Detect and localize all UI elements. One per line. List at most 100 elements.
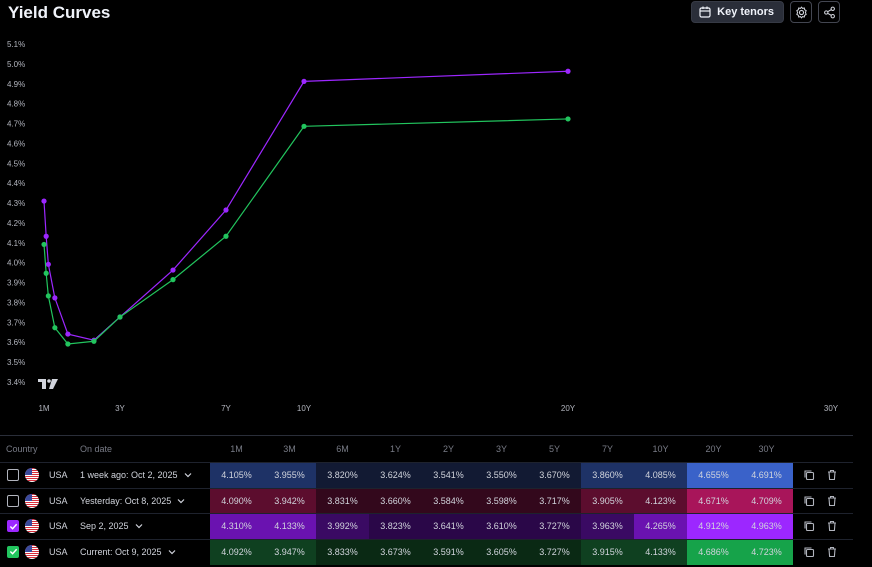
date-label: Sep 2, 2025 (80, 521, 129, 531)
tenor-header: 20Y (705, 444, 722, 454)
yield-cell: 3.673% (369, 539, 422, 565)
table-header: Country On date 1M 3M 6M 1Y 2Y 3Y 5Y 7Y 10Y 20Y 30… (0, 436, 853, 462)
y-tick-label: 4.2% (7, 219, 25, 228)
date-selector[interactable]: 1 week ago: Oct 2, 2025 (80, 470, 192, 480)
copy-icon[interactable] (803, 495, 815, 507)
data-point (301, 123, 307, 129)
tenor-header: 3Y (495, 444, 507, 454)
yield-cell: 3.660% (369, 488, 422, 514)
us-flag-icon (25, 468, 39, 482)
date-selector[interactable]: Sep 2, 2025 (80, 521, 143, 531)
yield-cell: 4.092% (210, 539, 263, 565)
yield-cell: 3.605% (475, 539, 528, 565)
y-tick-label: 3.7% (7, 318, 25, 327)
date-label: 1 week ago: Oct 2, 2025 (80, 470, 178, 480)
tenor-header: 6M (336, 444, 349, 454)
settings-button[interactable] (790, 1, 812, 23)
y-tick-label: 4.6% (7, 139, 25, 148)
tenor-header: 1Y (389, 444, 401, 454)
yield-cell: 3.717% (528, 488, 581, 514)
date-selector[interactable]: Current: Oct 9, 2025 (80, 547, 176, 557)
yield-cell: 3.947% (263, 539, 316, 565)
yield-cell: 3.955% (263, 463, 316, 488)
yield-cell: 4.133% (634, 539, 687, 565)
data-point (117, 314, 123, 320)
data-point (43, 233, 49, 239)
tenor-header: 30Y (758, 444, 775, 454)
copy-icon[interactable] (803, 469, 815, 481)
tenor-header: 7Y (601, 444, 613, 454)
page-title: Yield Curves (8, 3, 111, 22)
yield-cell: 3.670% (528, 463, 581, 488)
tenor-header: 3M (283, 444, 296, 454)
table-row: USA Current: Oct 9, 2025 4.092% 3.947% 3.833… (0, 538, 853, 565)
x-tick-label: 1M (38, 404, 49, 413)
data-point (65, 331, 71, 337)
row-checkbox[interactable] (7, 494, 19, 507)
trash-icon[interactable] (826, 495, 838, 507)
country-name: USA (49, 521, 68, 531)
table-body: USA 1 week ago: Oct 2, 2025 4.105% 3.955% 3.… (0, 462, 853, 565)
trash-icon[interactable] (826, 546, 838, 558)
yield-cell: 3.541% (422, 463, 475, 488)
yield-cell: 4.090% (210, 488, 263, 514)
yield-cell: 4.963% (740, 514, 793, 539)
x-tick-label: 20Y (561, 404, 576, 413)
row-checkbox[interactable] (7, 520, 19, 532)
y-tick-label: 4.4% (7, 179, 25, 188)
check-icon (9, 523, 17, 530)
data-point (45, 293, 51, 299)
series-layer (41, 68, 571, 347)
trash-icon[interactable] (826, 520, 838, 532)
data-point (43, 270, 49, 276)
data-point (565, 116, 571, 122)
y-tick-label: 3.6% (7, 338, 25, 347)
data-point (41, 198, 47, 204)
row-checkbox[interactable] (7, 545, 19, 558)
yield-cell: 3.591% (422, 539, 475, 565)
date-selector[interactable]: Yesterday: Oct 8, 2025 (80, 496, 185, 506)
tenor-header: 1M (230, 444, 243, 454)
y-tick-label: 3.8% (7, 298, 25, 307)
tradingview-logo (38, 379, 58, 389)
gear-icon (795, 5, 807, 19)
x-tick-label: 7Y (221, 404, 231, 413)
yield-cell: 3.833% (316, 539, 369, 565)
data-point (91, 338, 97, 344)
yield-cell: 4.085% (634, 463, 687, 488)
yield-cell: 4.709% (740, 488, 793, 514)
yield-cell: 3.915% (581, 539, 634, 565)
copy-icon[interactable] (803, 546, 815, 558)
key-tenors-label: Key tenors (717, 6, 774, 18)
y-tick-label: 3.9% (7, 279, 25, 288)
x-tick-label: 10Y (297, 404, 312, 413)
data-point (301, 78, 307, 84)
y-tick-label: 4.0% (7, 259, 25, 268)
data-point (45, 261, 51, 267)
y-tick-label: 3.5% (7, 358, 25, 367)
yield-cell: 3.641% (422, 514, 475, 539)
data-point (223, 233, 229, 239)
yield-cell: 4.671% (687, 488, 740, 514)
chevron-down-icon (168, 549, 175, 554)
y-axis: 3.4% 3.5% 3.6% 3.7% 3.8% 3.9% 4.0% 4.1% 4.2% 4.3%… (7, 40, 25, 387)
chevron-down-icon (184, 473, 192, 478)
x-tick-label: 30Y (824, 404, 839, 413)
tenor-header: 2Y (442, 444, 454, 454)
date-header: On date (80, 444, 113, 454)
series-line-1 (43, 118, 569, 345)
yield-cell: 3.831% (316, 488, 369, 514)
yield-cell: 4.723% (740, 539, 793, 565)
data-point (223, 207, 229, 213)
yield-cell: 4.123% (634, 488, 687, 514)
row-checkbox[interactable] (7, 469, 19, 481)
toolbar: Key tenors (691, 1, 840, 23)
yield-cell: 3.823% (369, 514, 422, 539)
check-icon (9, 548, 17, 555)
copy-icon[interactable] (803, 520, 815, 532)
trash-icon[interactable] (826, 469, 838, 481)
y-tick-label: 4.1% (7, 239, 25, 248)
share-button[interactable] (818, 1, 840, 23)
yield-table: Country On date 1M 3M 6M 1Y 2Y 3Y 5Y 7Y 10Y 20Y 30… (0, 435, 853, 565)
key-tenors-button[interactable]: Key tenors (691, 1, 784, 23)
